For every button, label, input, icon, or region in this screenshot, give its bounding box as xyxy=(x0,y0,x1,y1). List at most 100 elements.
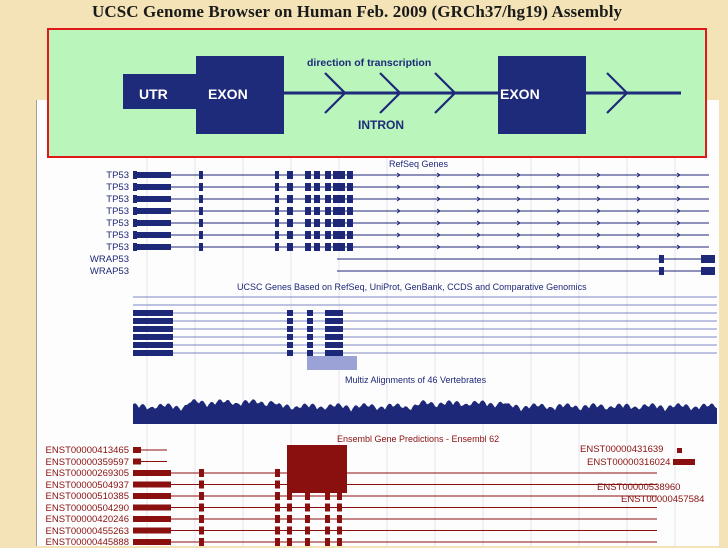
exon-block xyxy=(307,326,313,332)
exon-block xyxy=(287,231,293,239)
strand-arrow xyxy=(476,220,481,226)
strand-arrow xyxy=(556,244,561,250)
exon-block xyxy=(347,195,353,203)
strand-arrow xyxy=(556,232,561,238)
strand-arrow xyxy=(516,244,521,250)
ensembl-exon-block xyxy=(305,515,310,523)
ensembl-exon-block xyxy=(133,516,171,522)
exon-block xyxy=(199,171,203,179)
strand-arrow xyxy=(396,172,401,178)
strand-arrow xyxy=(596,184,601,190)
ensembl-exon-block xyxy=(199,492,204,500)
exon-block xyxy=(199,207,203,215)
exon-block xyxy=(287,219,293,227)
exon-block xyxy=(314,207,320,215)
exon-block xyxy=(133,318,173,324)
exon-block xyxy=(287,310,293,316)
exon-block xyxy=(307,318,313,324)
exon-block xyxy=(325,195,331,203)
ensembl-exon-block xyxy=(275,469,280,477)
exon-block xyxy=(275,243,279,251)
ensembl-transcript-label[interactable]: ENST00000538960 xyxy=(597,482,681,493)
strand-arrow xyxy=(436,172,441,178)
refseq-gene-label[interactable]: TP53 xyxy=(106,194,129,205)
exon-block xyxy=(287,207,293,215)
strand-arrow xyxy=(516,196,521,202)
exon-block xyxy=(701,267,715,275)
exon-block xyxy=(287,195,293,203)
ensembl-transcript-label[interactable]: ENST00000455263 xyxy=(45,525,129,537)
exon-box-right xyxy=(498,56,586,134)
exon-block xyxy=(325,342,343,348)
exon-block xyxy=(659,267,664,275)
ensembl-exon-block xyxy=(199,538,204,546)
ucsc-genes-track-title[interactable]: UCSC Genes Based on RefSeq, UniProt, Gen… xyxy=(237,282,587,292)
ensembl-transcript-label[interactable]: ENST00000431639 xyxy=(580,444,664,455)
refseq-gene-label[interactable]: TP53 xyxy=(106,170,129,181)
ensembl-exon-block xyxy=(337,492,342,500)
exon-block xyxy=(307,350,313,356)
strand-arrow xyxy=(636,172,641,178)
ensembl-transcript-label[interactable]: ENST00000457584 xyxy=(621,494,705,505)
refseq-gene-label[interactable]: WRAP53 xyxy=(89,254,129,265)
refseq-gene-label[interactable]: TP53 xyxy=(106,230,129,241)
strand-arrow xyxy=(556,172,561,178)
refseq-gene-label[interactable]: TP53 xyxy=(106,242,129,253)
multiz-track-title[interactable]: Multiz Alignments of 46 Vertebrates xyxy=(345,375,487,385)
exon-block xyxy=(325,243,331,251)
ensembl-transcript-label[interactable]: ENST00000269305 xyxy=(45,468,129,479)
chevron-icon xyxy=(379,72,402,114)
ensembl-exon-block xyxy=(275,515,280,523)
strand-arrow xyxy=(676,172,681,178)
ensembl-transcript-label[interactable]: ENST00000420246 xyxy=(45,514,129,525)
exon-block xyxy=(133,208,171,214)
ensembl-track-title[interactable]: Ensembl Gene Predictions - Ensembl 62 xyxy=(337,434,500,444)
strand-arrow xyxy=(476,172,481,178)
ensembl-exon-block xyxy=(673,459,695,465)
refseq-gene-label[interactable]: TP53 xyxy=(106,206,129,217)
exon-block xyxy=(133,195,137,203)
exon-block xyxy=(701,255,715,263)
strand-arrow xyxy=(676,196,681,202)
exon-block xyxy=(199,243,203,251)
exon-block xyxy=(307,310,313,316)
strand-arrow xyxy=(556,208,561,214)
exon-block xyxy=(347,243,353,251)
ensembl-exon-block xyxy=(199,480,204,489)
exon-block xyxy=(287,350,293,356)
exon-block xyxy=(275,231,279,239)
ensembl-transcript-label[interactable]: ENST00000413465 xyxy=(45,445,129,456)
exon-block xyxy=(275,207,279,215)
strand-arrow xyxy=(676,220,681,226)
ensembl-exon-block xyxy=(325,503,330,512)
ensembl-transcript-label[interactable]: ENST00000316024 xyxy=(587,457,671,468)
strand-arrow xyxy=(396,244,401,250)
ensembl-transcript-label[interactable]: ENST00000445888 xyxy=(45,537,129,548)
strand-arrow xyxy=(636,244,641,250)
ucsc-exon-cluster xyxy=(307,356,357,370)
ensembl-transcript-label[interactable]: ENST00000359597 xyxy=(45,456,129,468)
strand-arrow xyxy=(676,244,681,250)
exon-block xyxy=(133,326,173,332)
exon-block xyxy=(275,171,279,179)
exon-label-right: EXON xyxy=(500,86,540,102)
strand-arrow xyxy=(596,244,601,250)
exon-block xyxy=(333,195,345,203)
exon-block xyxy=(133,342,173,348)
ensembl-exon-block xyxy=(275,480,280,489)
refseq-gene-label[interactable]: TP53 xyxy=(106,218,129,229)
genome-browser-panel: RefSeq Genes TP53 TP53 TP53 TP53 TP53 TP53 TP5… xyxy=(36,100,719,548)
exon-block xyxy=(287,326,293,332)
strand-arrow xyxy=(396,232,401,238)
strand-arrow xyxy=(676,208,681,214)
exon-block xyxy=(133,207,137,215)
refseq-gene-label[interactable]: WRAP53 xyxy=(89,266,129,277)
strand-arrow xyxy=(636,220,641,226)
refseq-gene-label[interactable]: TP53 xyxy=(106,182,129,193)
refseq-track-title[interactable]: RefSeq Genes xyxy=(389,159,449,169)
ensembl-transcript-label[interactable]: ENST00000504290 xyxy=(45,502,129,514)
ensembl-exon-block xyxy=(275,503,280,512)
exon-block xyxy=(287,334,293,340)
ensembl-transcript-label[interactable]: ENST00000504937 xyxy=(45,479,129,491)
ensembl-transcript-label[interactable]: ENST00000510385 xyxy=(45,491,129,502)
